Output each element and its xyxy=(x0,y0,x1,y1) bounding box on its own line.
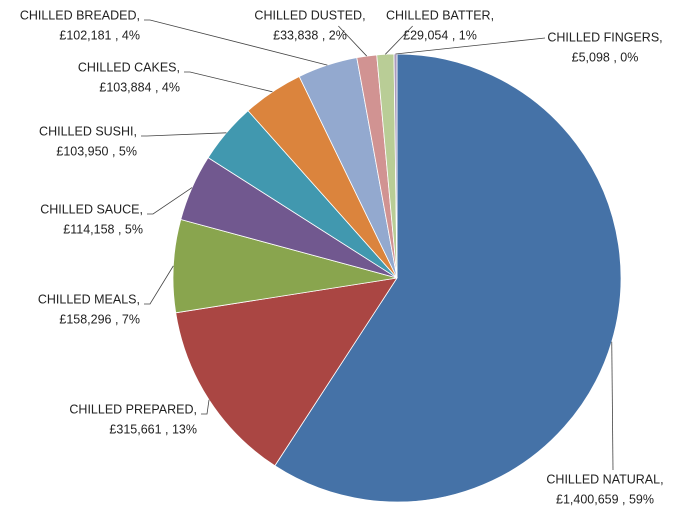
leader-line xyxy=(184,71,273,93)
value-label: £315,661 , 13% xyxy=(109,422,197,436)
leader-line xyxy=(395,37,546,55)
value-label: £5,098 , 0% xyxy=(572,50,639,64)
category-label: CHILLED PREPARED, xyxy=(69,402,197,416)
value-label: £102,181 , 4% xyxy=(59,28,140,42)
value-label: £103,950 , 5% xyxy=(56,144,137,158)
category-label: CHILLED SAUCE, xyxy=(40,202,143,216)
leader-line xyxy=(385,25,413,55)
value-label: £103,884 , 4% xyxy=(99,80,180,94)
category-label: CHILLED FINGERS, xyxy=(547,30,662,44)
category-label: CHILLED NATURAL, xyxy=(546,472,663,486)
leader-line xyxy=(338,25,368,57)
leader-line xyxy=(144,19,328,66)
value-label: £158,296 , 7% xyxy=(59,312,140,326)
leader-line xyxy=(147,187,193,215)
value-label: £33,838 , 2% xyxy=(273,28,347,42)
leader-line xyxy=(144,265,174,305)
leader-line xyxy=(141,132,227,137)
category-label: CHILLED MEALS, xyxy=(38,292,140,306)
category-label: CHILLED DUSTED, xyxy=(254,8,365,22)
category-label: CHILLED BATTER, xyxy=(386,8,494,22)
value-label: £29,054 , 1% xyxy=(403,28,477,42)
value-label: £114,158 , 5% xyxy=(63,222,143,236)
leader-line xyxy=(201,399,210,415)
pie-slice xyxy=(175,277,398,467)
pie-slice xyxy=(274,53,622,503)
category-label: CHILLED BREADED, xyxy=(20,8,140,22)
category-label: CHILLED SUSHI, xyxy=(39,124,137,138)
leader-line xyxy=(611,341,614,471)
category-label: CHILLED CAKES, xyxy=(78,60,180,74)
value-label: £1,400,659 , 59% xyxy=(556,492,654,506)
